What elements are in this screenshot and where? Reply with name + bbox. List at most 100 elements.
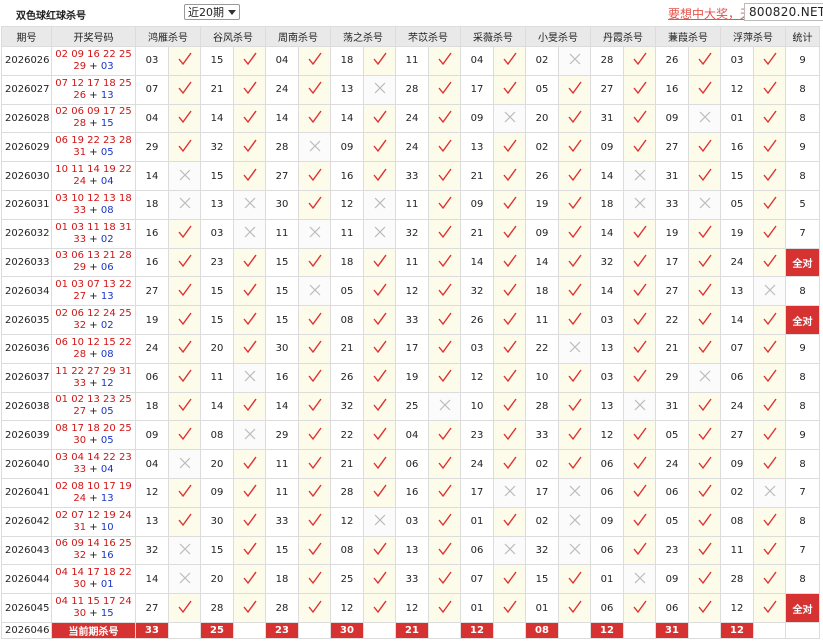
red-ball: 06 xyxy=(71,308,84,320)
red-ball: 03 xyxy=(71,279,84,291)
cross-icon xyxy=(439,399,450,411)
red-ball: 22 xyxy=(87,135,100,147)
kill-number: 12 xyxy=(330,506,364,537)
kill-result xyxy=(298,103,331,134)
kill-number: 12 xyxy=(460,362,494,393)
kill-number: 18 xyxy=(330,247,364,278)
kill-result xyxy=(688,506,721,537)
kill-number: 02 xyxy=(720,477,754,508)
kill-number: 19 xyxy=(720,218,754,249)
separator: + xyxy=(89,579,98,591)
red-ball: 24 xyxy=(103,308,116,320)
column-header: 芣苡杀号 xyxy=(395,26,461,47)
kill-result xyxy=(688,189,721,220)
kill-number: 04 xyxy=(395,420,429,451)
kill-result xyxy=(753,276,786,307)
red-ball: 09 xyxy=(87,106,100,118)
check-icon xyxy=(242,571,257,584)
period: 2026033 xyxy=(1,247,52,278)
data-row: 2026041 02 08 10 17 19 24 + 13 12 09 11 28 16 17… xyxy=(1,477,820,508)
check-icon xyxy=(502,81,517,95)
kill-number: 10 xyxy=(460,391,494,422)
cross-icon xyxy=(634,572,645,584)
kill-result xyxy=(493,564,526,595)
kill-number: 26 xyxy=(330,362,364,393)
check-icon xyxy=(307,340,322,354)
red-ball: 06 xyxy=(55,538,69,550)
stat: 8 xyxy=(785,564,820,595)
kill-number: 26 xyxy=(655,46,689,76)
cross-icon xyxy=(569,543,580,555)
data-row: 2026032 01 03 11 18 31 33 + 02 16 03 11 11 32 21… xyxy=(1,218,820,249)
check-icon xyxy=(242,254,257,268)
kill-number: 05 xyxy=(525,74,559,105)
check-icon xyxy=(502,254,517,268)
kill-result xyxy=(298,593,331,623)
current-kill: 23 xyxy=(265,621,299,639)
red-ball: 04 xyxy=(71,452,84,464)
kill-number: 18 xyxy=(135,189,169,220)
kill-number: 12 xyxy=(395,593,429,623)
kill-result xyxy=(688,449,721,479)
red-ball: 10 xyxy=(71,336,84,348)
cross-icon xyxy=(179,543,190,555)
check-icon xyxy=(307,196,322,210)
site-logo[interactable]: 800820.NET xyxy=(744,3,823,21)
kill-result xyxy=(298,161,331,191)
period: 2026026 xyxy=(1,46,52,76)
kill-number: 06 xyxy=(460,535,494,566)
check-icon xyxy=(502,168,517,181)
blue-ball: 16 xyxy=(100,550,114,562)
check-icon xyxy=(762,168,777,181)
kill-number: 14 xyxy=(265,103,299,134)
check-icon xyxy=(242,398,257,412)
kill-result xyxy=(233,276,266,307)
separator: + xyxy=(89,608,98,620)
check-icon xyxy=(697,484,712,498)
red-ball: 23 xyxy=(118,452,132,464)
blue-ball: 05 xyxy=(100,406,114,418)
column-header: 丹霞杀号 xyxy=(590,26,656,47)
red-ball: 16 xyxy=(87,48,100,60)
kill-result xyxy=(753,477,786,508)
period: 2026037 xyxy=(1,362,52,393)
kill-number: 28 xyxy=(265,593,299,623)
kill-number: 17 xyxy=(395,333,429,364)
kill-number: 15 xyxy=(200,161,234,191)
check-icon xyxy=(697,513,712,527)
cross-icon xyxy=(504,111,515,123)
kill-result xyxy=(558,305,591,335)
data-row: 2026038 01 02 13 23 25 27 + 05 18 14 14 32 25 10… xyxy=(1,391,820,422)
check-icon xyxy=(177,52,192,66)
kill-result xyxy=(493,247,526,278)
blue-ball: 12 xyxy=(100,377,114,389)
draw-numbers: 01 03 07 13 22 27 + 13 xyxy=(51,276,136,307)
kill-result xyxy=(298,362,331,393)
period-select[interactable]: 近20期 xyxy=(184,4,240,20)
check-icon xyxy=(567,139,582,152)
red-ball: 17 xyxy=(103,480,116,492)
red-ball: 25 xyxy=(118,48,132,60)
blue-ball: 02 xyxy=(100,320,114,332)
check-icon xyxy=(567,196,582,210)
marquee-link[interactable]: 要想中大奖，天 xyxy=(668,7,746,21)
kill-result xyxy=(623,593,656,623)
kill-number: 23 xyxy=(460,420,494,451)
kill-number: 33 xyxy=(265,506,299,537)
period: 2026030 xyxy=(1,161,52,191)
kill-number: 13 xyxy=(720,276,754,307)
check-icon xyxy=(177,513,192,527)
red-ball: 27 xyxy=(73,291,87,303)
red-ball: 13 xyxy=(103,192,116,204)
separator: + xyxy=(89,348,98,360)
check-icon xyxy=(177,340,192,354)
cross-icon xyxy=(569,485,580,497)
kill-number: 11 xyxy=(395,189,429,220)
blue-ball: 02 xyxy=(100,233,114,245)
kill-result xyxy=(168,103,201,134)
check-icon xyxy=(567,225,582,239)
period: 2026044 xyxy=(1,564,52,595)
kill-result xyxy=(558,161,591,191)
kill-number: 28 xyxy=(395,74,429,105)
